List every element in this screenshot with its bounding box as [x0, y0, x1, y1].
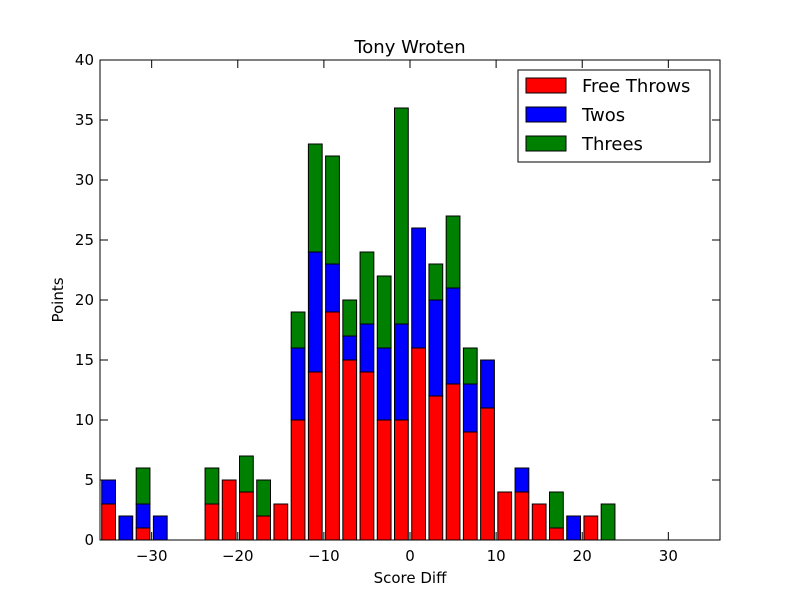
bar-threes [256, 479, 272, 517]
bar-free-throws [480, 407, 495, 541]
legend-label-free-throws: Free Throws [582, 76, 690, 97]
bar-free-throws [445, 383, 461, 541]
bar-free-throws [239, 491, 254, 541]
bar-free-throws [290, 419, 306, 541]
bar-free-throws [376, 419, 392, 541]
bar-threes [394, 107, 409, 325]
x-tick-label: −20 [222, 547, 254, 565]
bar-threes [290, 311, 306, 349]
bar-free-throws [273, 503, 289, 541]
bar-threes [462, 347, 478, 385]
legend-swatch-threes [525, 135, 567, 152]
legend-label-twos: Twos [581, 105, 625, 126]
legend: Free Throws Twos Threes [517, 69, 711, 163]
x-tick-label: 0 [405, 547, 415, 565]
legend-swatch-twos [525, 106, 567, 123]
bar-free-throws [221, 479, 237, 541]
y-tick-label: 40 [75, 51, 94, 69]
bar-threes [307, 143, 323, 253]
bar-twos [325, 263, 340, 313]
bar-twos [394, 323, 409, 421]
bar-free-throws [342, 359, 358, 541]
bar-twos [135, 503, 151, 529]
x-tick-label: −10 [308, 547, 340, 565]
bar-twos [514, 467, 530, 493]
y-tick-label: 5 [84, 471, 94, 489]
bar-twos [411, 227, 427, 349]
x-tick-label: −30 [136, 547, 168, 565]
x-tick-label: 10 [487, 547, 506, 565]
y-axis-label: Points [49, 277, 67, 322]
bar-free-throws [256, 515, 272, 541]
bar-threes [239, 455, 254, 493]
y-tick-label: 10 [75, 411, 94, 429]
bar-free-throws [583, 515, 599, 541]
bar-twos [359, 323, 375, 373]
y-tick-label: 20 [75, 291, 94, 309]
bar-free-throws [531, 503, 547, 541]
bar-threes [325, 155, 340, 265]
bar-free-throws [307, 371, 323, 541]
bar-twos [462, 383, 478, 433]
bar-free-throws [359, 371, 375, 541]
bar-threes [342, 299, 358, 337]
bar-twos [445, 287, 461, 385]
bar-twos [566, 515, 582, 541]
bar-twos [342, 335, 358, 361]
bar-free-throws [514, 491, 530, 541]
bar-threes [549, 491, 564, 529]
chart-title: Tony Wroten [353, 37, 465, 58]
bar-threes [359, 251, 375, 325]
y-tick-label: 35 [75, 111, 94, 129]
bar-threes [204, 467, 220, 505]
x-axis-label: Score Diff [374, 569, 447, 587]
bar-twos [480, 359, 495, 409]
bars-group [101, 107, 616, 541]
bar-twos [118, 515, 134, 541]
bar-free-throws [394, 419, 409, 541]
bar-twos [152, 515, 168, 541]
bar-threes [445, 215, 461, 289]
bar-free-throws [325, 311, 340, 541]
legend-label-threes: Threes [581, 134, 643, 155]
y-tick-label: 0 [84, 531, 94, 549]
x-tick-label: 20 [573, 547, 592, 565]
ticks-group: −30 −20 −10 0 10 20 30 0 5 10 15 20 25 30 35 40 [75, 51, 720, 565]
y-tick-label: 30 [75, 171, 94, 189]
bar-threes [428, 263, 444, 301]
legend-swatch-free-throws [525, 77, 567, 94]
bar-threes [376, 275, 392, 349]
bar-twos [428, 299, 444, 397]
bar-free-throws [101, 503, 116, 541]
bar-threes [135, 467, 151, 505]
bar-free-throws [462, 431, 478, 541]
bar-free-throws [497, 491, 513, 541]
bar-twos [307, 251, 323, 373]
y-tick-label: 25 [75, 231, 94, 249]
bar-twos [290, 347, 306, 421]
bar-free-throws [204, 503, 220, 541]
bar-twos [101, 479, 116, 505]
x-tick-label: 30 [659, 547, 678, 565]
bar-free-throws [135, 527, 151, 541]
bar-twos [376, 347, 392, 421]
y-tick-label: 15 [75, 351, 94, 369]
bar-threes [600, 503, 616, 541]
bar-free-throws [428, 395, 444, 541]
bar-free-throws [411, 347, 427, 541]
bar-free-throws [549, 527, 564, 541]
